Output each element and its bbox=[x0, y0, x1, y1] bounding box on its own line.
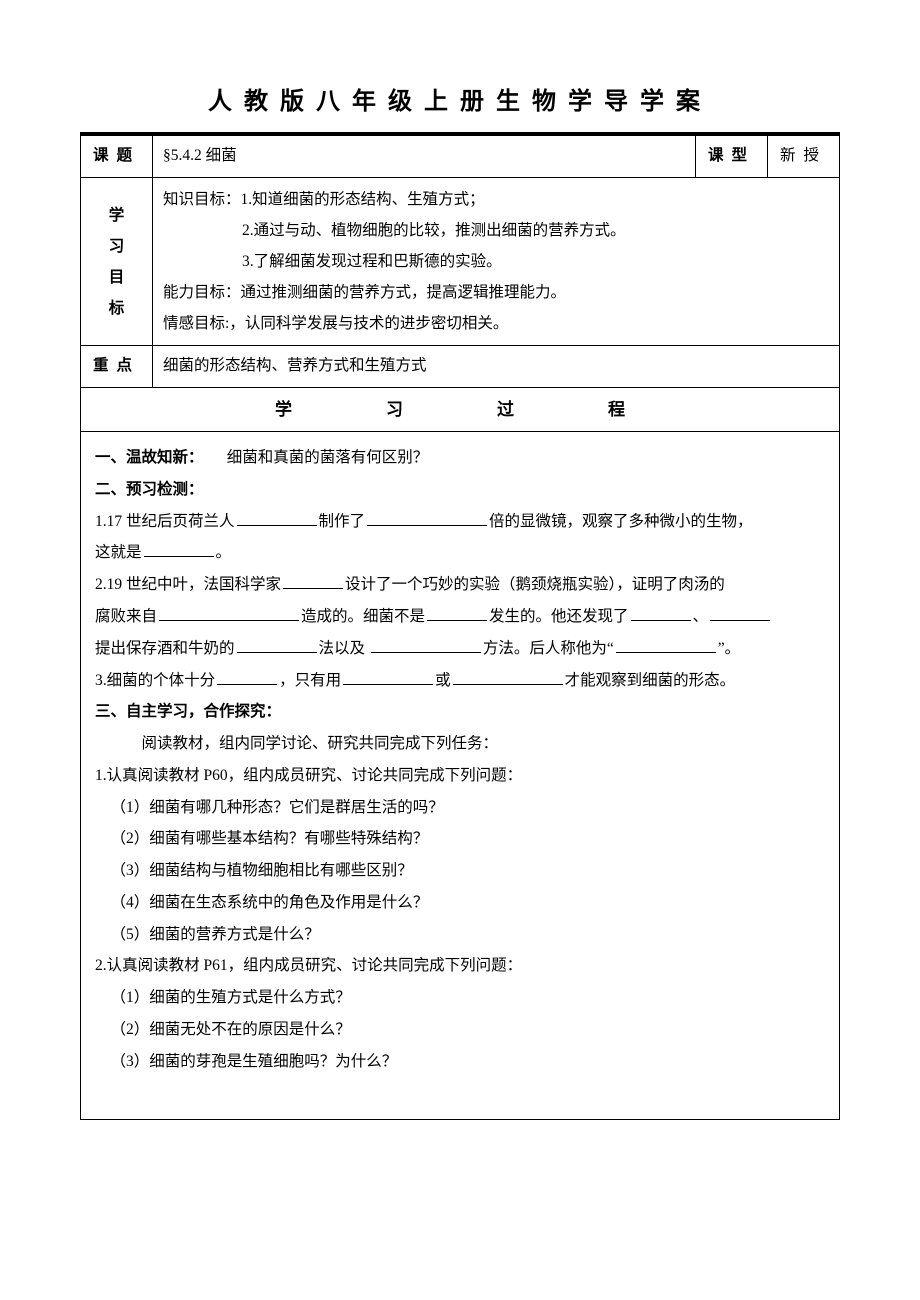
t1-q5: （5）细菌的营养方式是什么？ bbox=[95, 919, 825, 951]
blank bbox=[217, 667, 277, 684]
topic-label: 课题 bbox=[81, 135, 153, 177]
preview-q1-cont: 这就是 。 bbox=[95, 537, 825, 569]
lesson-table: 课题 §5.4.2 细菌 课型 新授 学习目标 知识目标：1.知道细菌的形态结构… bbox=[80, 134, 840, 1120]
t2-q1: （1）细菌的生殖方式是什么方式？ bbox=[95, 982, 825, 1014]
t1-q1: （1）细菌有哪几种形态？它们是群居生活的吗？ bbox=[95, 792, 825, 824]
q2-f: 、 bbox=[693, 608, 709, 625]
objectives-content: 知识目标：1.知道细菌的形态结构、生殖方式； 2.通过与动、植物细胞的比较，推测… bbox=[153, 178, 840, 346]
blank bbox=[453, 667, 563, 684]
blank bbox=[710, 604, 770, 621]
q2-g: 提出保存酒和牛奶的 bbox=[95, 640, 235, 657]
emotion-text: 认同科学发展与技术的进步密切相关。 bbox=[245, 315, 509, 332]
blank bbox=[237, 636, 317, 653]
process-header-row: 学 习 过 程 bbox=[81, 387, 840, 431]
knowledge-1: 1.知道细菌的形态结构、生殖方式； bbox=[241, 191, 485, 208]
knowledge-label: 知识目标： bbox=[163, 191, 241, 208]
t2-q2: （2）细菌无处不在的原因是什么？ bbox=[95, 1014, 825, 1046]
blank bbox=[427, 604, 487, 621]
topic-value: §5.4.2 细菌 bbox=[153, 135, 696, 177]
knowledge-3: 3.了解细菌发现过程和巴斯德的实验。 bbox=[163, 246, 829, 277]
q1-a: 1.17 世纪后页荷兰人 bbox=[95, 513, 235, 530]
q2-c: 腐败来自 bbox=[95, 608, 157, 625]
blank bbox=[616, 636, 716, 653]
blank bbox=[159, 604, 299, 621]
blank bbox=[237, 509, 317, 526]
task2-head: 2.认真阅读教材 P61，组内成员研究、讨论共同完成下列问题： bbox=[95, 950, 825, 982]
ability-label: 能力目标： bbox=[163, 284, 241, 301]
preview-q2-cont1: 腐败来自 造成的。细菌不是 发生的。他还发现了 、 bbox=[95, 601, 825, 633]
q3-b: ，只有用 bbox=[279, 672, 341, 689]
q3-a: 3.细菌的个体十分 bbox=[95, 672, 215, 689]
header-row-topic: 课题 §5.4.2 细菌 课型 新授 bbox=[81, 135, 840, 177]
blank bbox=[631, 604, 691, 621]
q1-d: 这就是 bbox=[95, 544, 142, 561]
q1-c: 倍的显微镜，观察了多种微小的生物， bbox=[489, 513, 753, 530]
q2-a: 2.19 世纪中叶，法国科学家 bbox=[95, 576, 281, 593]
q1-b: 制作了 bbox=[319, 513, 366, 530]
preview-q2-cont2: 提出保存酒和牛奶的 法以及 方法。后人称他为“ ”。 bbox=[95, 633, 825, 665]
q1-e: 。 bbox=[216, 544, 232, 561]
t1-q2: （2）细菌有哪些基本结构？有哪些特殊结构？ bbox=[95, 823, 825, 855]
q2-h: 法以及 bbox=[319, 640, 369, 657]
content-body: 一、温故知新： 细菌和真菌的菌落有何区别？ 二、预习检测： 1.17 世纪后页荷… bbox=[81, 432, 840, 1120]
blank bbox=[343, 667, 433, 684]
type-value: 新授 bbox=[768, 135, 840, 177]
sec2-title: 二、预习检测： bbox=[95, 474, 825, 506]
focus-label: 重点 bbox=[81, 346, 153, 388]
q2-d: 造成的。细菌不是 bbox=[301, 608, 425, 625]
q2-b: 设计了一个巧妙的实验（鹅颈烧瓶实验），证明了肉汤的 bbox=[345, 576, 725, 593]
t2-q3: （3）细菌的芽孢是生殖细胞吗？为什么？ bbox=[95, 1046, 825, 1078]
objectives-row: 学习目标 知识目标：1.知道细菌的形态结构、生殖方式； 2.通过与动、植物细胞的… bbox=[81, 178, 840, 346]
knowledge-2: 2.通过与动、植物细胞的比较，推测出细菌的营养方式。 bbox=[163, 215, 829, 246]
t1-q4: （4）细菌在生态系统中的角色及作用是什么？ bbox=[95, 887, 825, 919]
focus-row: 重点 细菌的形态结构、营养方式和生殖方式 bbox=[81, 346, 840, 388]
type-label: 课型 bbox=[696, 135, 768, 177]
sec1-title: 一、温故知新： bbox=[95, 449, 196, 466]
q3-d: 才能观察到细菌的形态。 bbox=[565, 672, 736, 689]
focus-value: 细菌的形态结构、营养方式和生殖方式 bbox=[153, 346, 840, 388]
preview-q1: 1.17 世纪后页荷兰人 制作了 倍的显微镜，观察了多种微小的生物， bbox=[95, 506, 825, 538]
blank bbox=[144, 540, 214, 557]
task1-head: 1.认真阅读教材 P60，组内成员研究、讨论共同完成下列问题： bbox=[95, 760, 825, 792]
blank bbox=[283, 572, 343, 589]
preview-q3: 3.细菌的个体十分 ，只有用 或 才能观察到细菌的形态。 bbox=[95, 665, 825, 697]
preview-q2: 2.19 世纪中叶，法国科学家 设计了一个巧妙的实验（鹅颈烧瓶实验），证明了肉汤的 bbox=[95, 569, 825, 601]
q2-e: 发生的。他还发现了 bbox=[489, 608, 629, 625]
q3-c: 或 bbox=[435, 672, 451, 689]
process-label: 学 习 过 程 bbox=[81, 387, 840, 431]
content-row: 一、温故知新： 细菌和真菌的菌落有何区别？ 二、预习检测： 1.17 世纪后页荷… bbox=[81, 432, 840, 1120]
t1-q3: （3）细菌结构与植物细胞相比有哪些区别？ bbox=[95, 855, 825, 887]
blank bbox=[371, 636, 481, 653]
sec3-title: 三、自主学习，合作探究： bbox=[95, 696, 825, 728]
emotion-label: 情感目标:， bbox=[163, 315, 245, 332]
sec3-intro: 阅读教材，组内同学讨论、研究共同完成下列任务： bbox=[95, 728, 825, 760]
page-title: 人教版八年级上册生物学导学案 bbox=[80, 80, 840, 134]
blank bbox=[367, 509, 487, 526]
sec1-q: 细菌和真菌的菌落有何区别？ bbox=[196, 449, 429, 466]
q2-j: ”。 bbox=[718, 640, 740, 657]
q2-i: 方法。后人称他为“ bbox=[483, 640, 614, 657]
ability-text: 通过推测细菌的营养方式，提高逻辑推理能力。 bbox=[241, 284, 567, 301]
objectives-label: 学习目标 bbox=[81, 178, 153, 346]
